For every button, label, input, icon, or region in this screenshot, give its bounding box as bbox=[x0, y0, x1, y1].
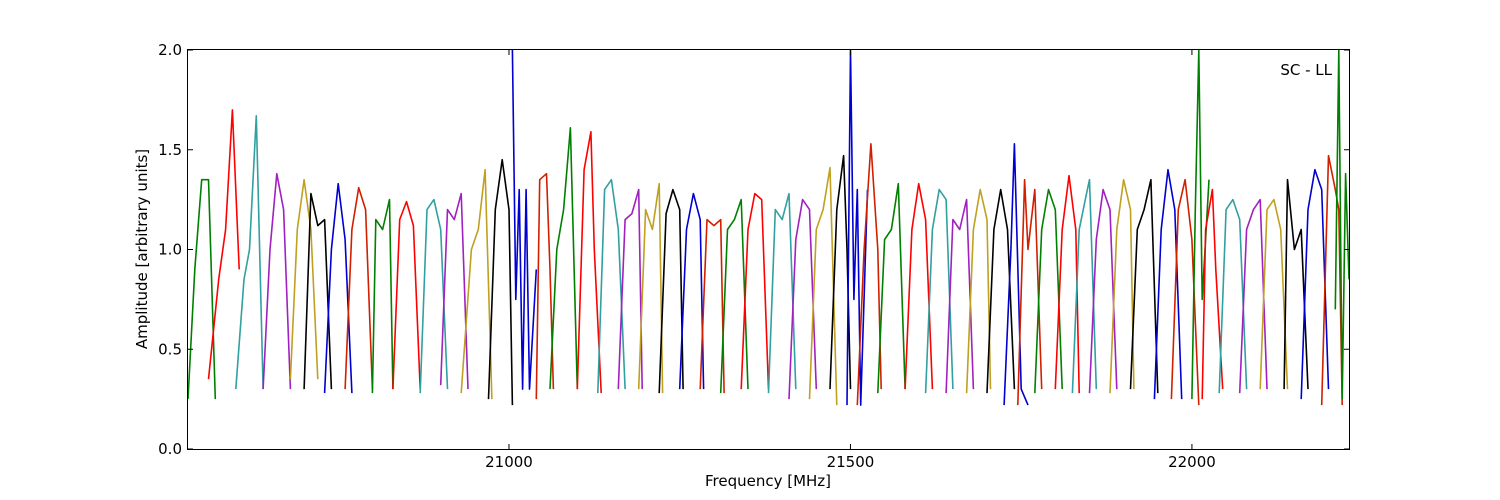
series-line bbox=[262, 172, 292, 390]
series-line bbox=[1153, 168, 1183, 400]
series-line bbox=[945, 198, 975, 394]
series-line bbox=[419, 198, 449, 394]
series-line bbox=[699, 218, 725, 394]
series-line bbox=[371, 198, 394, 394]
x-axis: 21000 21500 22000 bbox=[485, 50, 1216, 471]
y-tick-label: 1.0 bbox=[158, 241, 182, 259]
series-line bbox=[877, 182, 906, 394]
series-line bbox=[392, 200, 421, 390]
series-line bbox=[1283, 178, 1309, 390]
series-line bbox=[1003, 143, 1029, 406]
series-line bbox=[207, 109, 240, 380]
series-line bbox=[549, 127, 579, 390]
y-tick-label: 0.5 bbox=[158, 340, 182, 358]
y-tick-label: 0.0 bbox=[158, 440, 182, 458]
series-line bbox=[1071, 178, 1098, 394]
y-axis-label: Amplitude [arbitrary units] bbox=[133, 149, 151, 349]
series-line bbox=[788, 198, 818, 400]
x-tick-label: 21500 bbox=[827, 453, 875, 471]
series-line bbox=[289, 178, 319, 380]
series-line bbox=[487, 158, 514, 406]
series-line bbox=[511, 50, 538, 390]
series-line bbox=[188, 178, 217, 400]
y-tick-label: 2.0 bbox=[158, 41, 182, 59]
series-line bbox=[740, 192, 770, 390]
series-line bbox=[1088, 188, 1118, 394]
series-line bbox=[1300, 168, 1330, 400]
series-line bbox=[986, 188, 1016, 394]
series-line bbox=[767, 192, 797, 394]
series-line bbox=[235, 115, 264, 390]
series-line bbox=[1218, 198, 1248, 394]
series-line bbox=[856, 143, 882, 406]
x-axis-label: Frequency [MHz] bbox=[705, 472, 831, 490]
series-layer bbox=[188, 50, 1349, 406]
series-line bbox=[924, 188, 954, 394]
series-line bbox=[1109, 178, 1135, 394]
series-line bbox=[1129, 178, 1159, 394]
series-line bbox=[719, 198, 749, 394]
series-line bbox=[965, 188, 992, 394]
series-line bbox=[1034, 188, 1063, 394]
series-line bbox=[535, 172, 555, 400]
series-line bbox=[1259, 198, 1289, 390]
series-line bbox=[344, 186, 374, 390]
series-line bbox=[1334, 50, 1349, 400]
series-line bbox=[597, 178, 626, 394]
series-line bbox=[1017, 178, 1043, 406]
series-line bbox=[303, 192, 333, 390]
x-tick-label: 22000 bbox=[1168, 453, 1216, 471]
series-line bbox=[1320, 154, 1343, 406]
series-line bbox=[1238, 198, 1268, 394]
x-tick-label: 21000 bbox=[485, 453, 533, 471]
series-line bbox=[846, 50, 869, 406]
series-line bbox=[1201, 188, 1224, 400]
series-line bbox=[904, 182, 934, 390]
series-line bbox=[576, 131, 602, 394]
y-tick-label: 1.5 bbox=[158, 141, 182, 159]
y-axis: 0.0 0.5 1.0 1.5 2.0 bbox=[158, 41, 1349, 458]
series-line bbox=[323, 182, 353, 394]
series-line bbox=[678, 192, 705, 390]
series-line bbox=[439, 192, 469, 390]
series-line bbox=[637, 182, 664, 394]
series-line bbox=[808, 166, 838, 406]
dataset-annotation: SC - LL bbox=[1280, 61, 1332, 79]
series-line bbox=[460, 168, 493, 400]
plot-frame bbox=[187, 49, 1350, 450]
series-line bbox=[617, 188, 643, 390]
series-line bbox=[658, 188, 684, 394]
